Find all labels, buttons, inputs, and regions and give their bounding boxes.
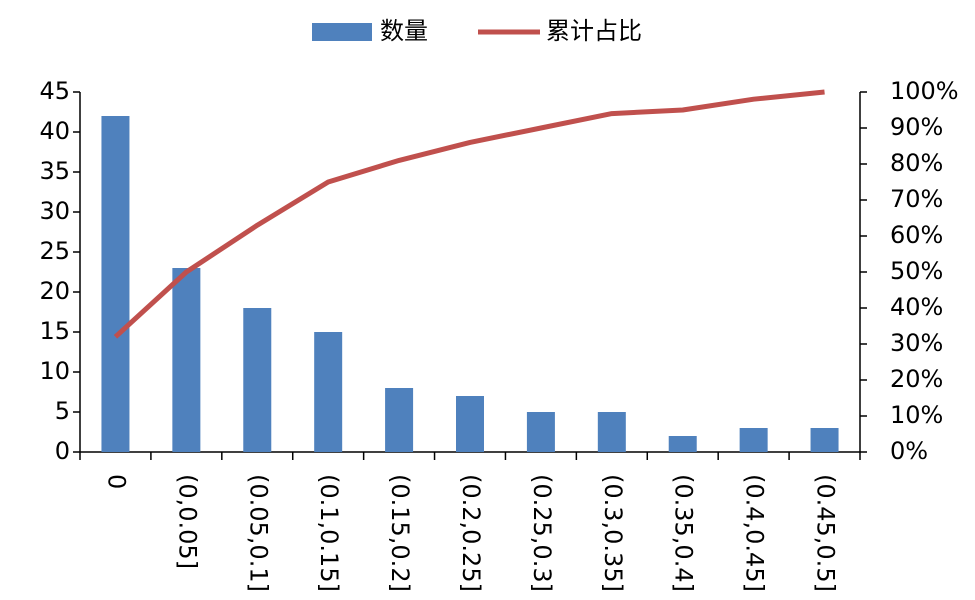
bar xyxy=(385,388,414,452)
bar xyxy=(597,412,626,452)
y-tick-label: 10 xyxy=(39,357,70,385)
y-tick-label: 40 xyxy=(39,117,70,145)
bar xyxy=(314,332,343,452)
legend-swatch xyxy=(312,23,372,41)
y-tick-label: 35 xyxy=(39,157,70,185)
bar xyxy=(668,436,697,452)
y2-tick-label: 40% xyxy=(890,293,943,321)
x-tick-label: (0.45,0.5] xyxy=(812,474,840,592)
y2-tick-label: 80% xyxy=(890,149,943,177)
x-tick-label: (0.25,0.3] xyxy=(528,474,556,592)
bar xyxy=(739,428,768,452)
x-tick-label: (0.1,0.15] xyxy=(315,474,343,592)
x-tick-label: (0.05,0.1] xyxy=(244,474,272,592)
bar xyxy=(810,428,839,452)
y-tick-label: 5 xyxy=(55,397,70,425)
y2-tick-label: 10% xyxy=(890,401,943,429)
legend-label: 累计占比 xyxy=(546,17,642,45)
y2-tick-label: 100% xyxy=(890,77,959,105)
y-tick-label: 0 xyxy=(55,437,70,465)
line xyxy=(113,89,825,339)
bar xyxy=(243,308,272,452)
x-tick-label: (0.2,0.25] xyxy=(457,474,485,592)
y2-tick-label: 70% xyxy=(890,185,943,213)
legend-label: 数量 xyxy=(380,17,428,45)
x-tick-label: (0.3,0.35] xyxy=(599,474,627,592)
x-tick-label: (0.4,0.45] xyxy=(741,474,769,592)
bar xyxy=(101,116,130,452)
x-tick-label: (0.15,0.2] xyxy=(386,474,414,592)
y2-tick-label: 30% xyxy=(890,329,943,357)
bar xyxy=(526,412,555,452)
y-tick-label: 45 xyxy=(39,77,70,105)
x-tick-label: 0 xyxy=(102,474,130,489)
y2-tick-label: 60% xyxy=(890,221,943,249)
bar xyxy=(172,268,201,452)
y-tick-label: 25 xyxy=(39,237,70,265)
y2-tick-label: 20% xyxy=(890,365,943,393)
x-tick-label: (0.35,0.4] xyxy=(670,474,698,592)
y2-tick-label: 90% xyxy=(890,113,943,141)
bar xyxy=(456,396,484,452)
y-tick-label: 30 xyxy=(39,197,70,225)
y-tick-label: 15 xyxy=(39,317,70,345)
y-tick-label: 20 xyxy=(39,277,70,305)
y2-tick-label: 0% xyxy=(890,437,928,465)
y2-tick-label: 50% xyxy=(890,257,943,285)
x-tick-label: (0,0.05] xyxy=(173,474,201,569)
